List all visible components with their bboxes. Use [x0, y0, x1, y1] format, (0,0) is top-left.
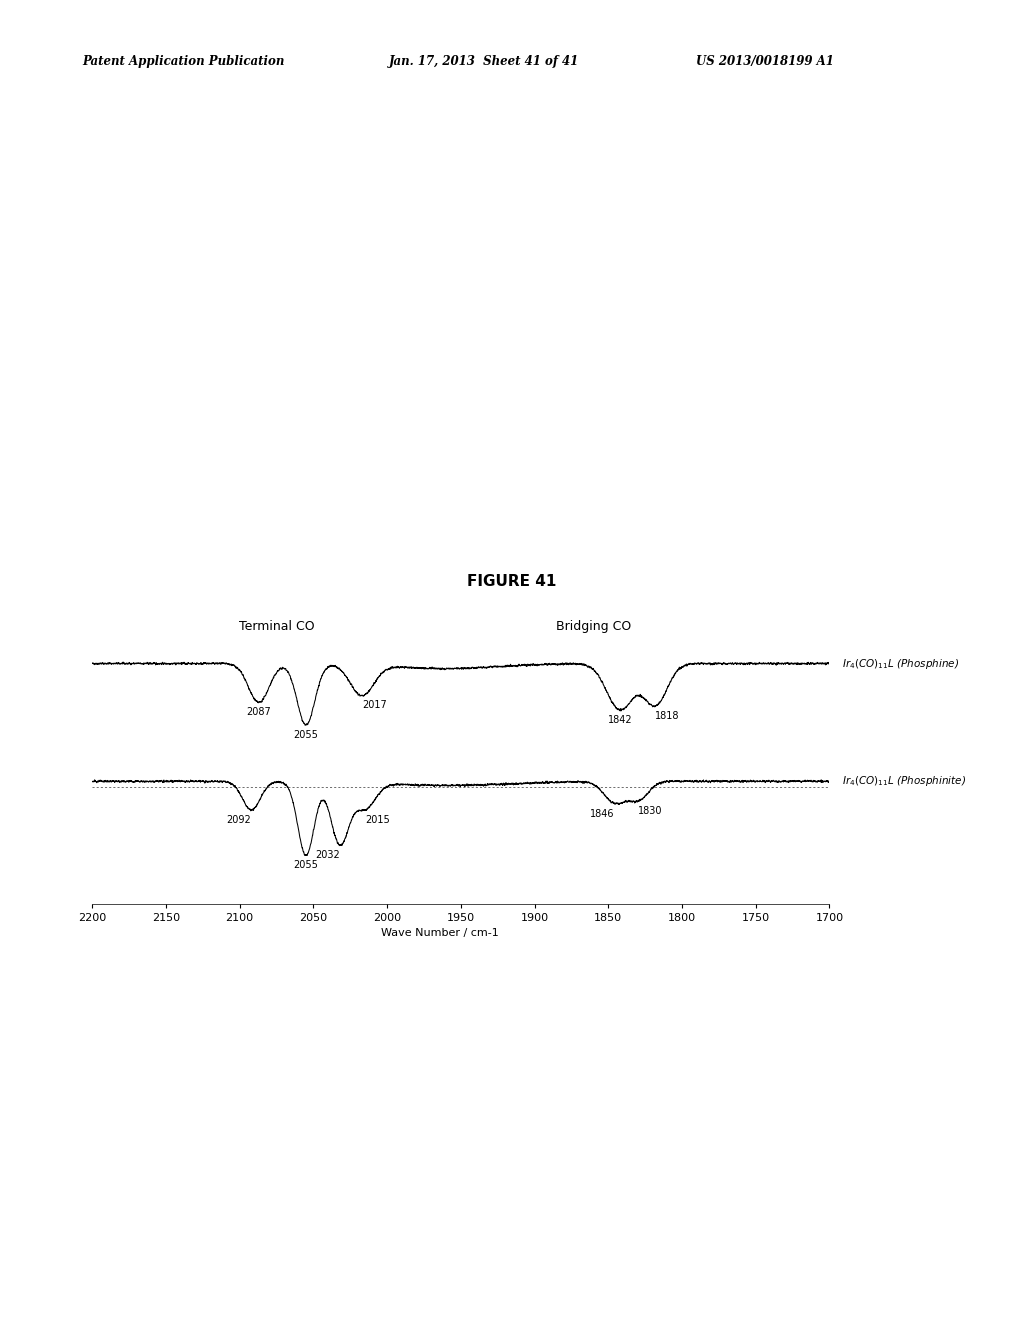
Text: Wave Number / cm-1: Wave Number / cm-1 — [382, 928, 499, 939]
Text: $Ir_4(CO)_{11}L$ (Phosphine): $Ir_4(CO)_{11}L$ (Phosphine) — [842, 656, 958, 671]
Text: US 2013/0018199 A1: US 2013/0018199 A1 — [696, 55, 835, 69]
Text: 2055: 2055 — [294, 730, 318, 739]
Text: 1818: 1818 — [655, 711, 680, 722]
Text: 1842: 1842 — [607, 715, 633, 725]
Text: Patent Application Publication: Patent Application Publication — [82, 55, 285, 69]
Text: Terminal CO: Terminal CO — [239, 620, 314, 632]
Text: 1830: 1830 — [638, 807, 663, 816]
Text: FIGURE 41: FIGURE 41 — [467, 574, 557, 589]
Text: Bridging CO: Bridging CO — [556, 620, 631, 632]
Text: 2017: 2017 — [362, 701, 387, 710]
Text: 2032: 2032 — [315, 850, 340, 859]
Text: 2055: 2055 — [294, 861, 318, 870]
Text: 2015: 2015 — [365, 814, 390, 825]
Text: 2092: 2092 — [226, 814, 252, 825]
Text: 1846: 1846 — [590, 809, 614, 818]
Text: 2087: 2087 — [247, 708, 271, 717]
Text: Jan. 17, 2013  Sheet 41 of 41: Jan. 17, 2013 Sheet 41 of 41 — [389, 55, 580, 69]
Text: $Ir_4(CO)_{11}L$ (Phosphinite): $Ir_4(CO)_{11}L$ (Phosphinite) — [842, 775, 966, 788]
